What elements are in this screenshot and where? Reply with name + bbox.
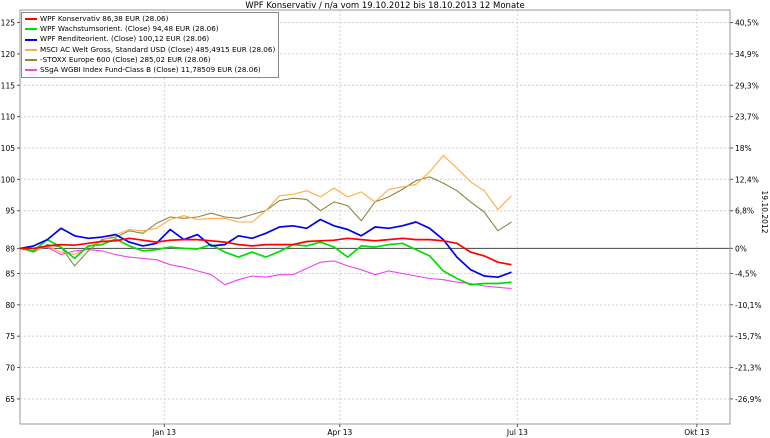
x-tick-label: Apr 13: [327, 428, 352, 437]
y-tick-label-right: 6,8%: [735, 207, 754, 216]
legend-swatch: [25, 69, 37, 72]
legend-label: WPF Konservativ 86,38 EUR (28.06): [40, 14, 169, 23]
legend-swatch: [25, 28, 37, 31]
y-tick-label-right: 18%: [735, 144, 752, 153]
series-layer: [19, 154, 512, 290]
y-tick-label-right: -4,5%: [735, 269, 757, 278]
y-tick-label-left: 115: [1, 81, 16, 90]
legend-label: SSgA WGBI Index Fund-Class B (Close) 11,…: [40, 65, 261, 75]
y-tick-label-left: 65: [5, 395, 15, 404]
y-tick-label-right: -26,9%: [735, 395, 762, 404]
chart-title: WPF Konservativ / n/a vom 19.10.2012 bis…: [245, 1, 525, 11]
y-tick-label-left: 110: [1, 113, 16, 122]
y-tick-label-right: 40,5%: [735, 19, 759, 28]
legend-swatch: [25, 58, 37, 61]
x-tick-label: Okt 13: [684, 428, 709, 437]
series-line-2: [19, 238, 512, 286]
y-tick-label-right: 23,7%: [735, 113, 759, 122]
y-tick-label-left: 125: [1, 19, 16, 28]
x-tick-label: Jul 13: [506, 428, 528, 437]
y-tick-label-left: 120: [1, 50, 16, 59]
legend-label: MSCI AC Welt Gross, Standard USD (Close)…: [40, 44, 276, 54]
legend-entry-1: WPF Konservativ 86,38 EUR (28.06): [25, 14, 275, 24]
y-tick-label-left: 70: [5, 364, 15, 373]
y-tick-label-left: 105: [1, 144, 16, 153]
y-tick-label-left: 75: [5, 332, 15, 341]
y-tick-label-left: 89: [5, 244, 15, 253]
legend-swatch: [25, 38, 37, 41]
y-tick-label-right: 0%: [735, 244, 747, 253]
y-tick-label-left: 95: [5, 207, 15, 216]
legend-label: WPF Wachstumsorient. (Close) 94,48 EUR (…: [40, 24, 219, 34]
legend-label: -STOXX Europe 600 (Close) 285,02 EUR (28…: [40, 54, 211, 64]
y-axis-right-label: 19.10.2012: [760, 191, 769, 234]
x-tick-label: Jan 13: [152, 428, 177, 437]
y-tick-label-right: -21,3%: [735, 364, 762, 373]
y-tick-label-left: 85: [5, 269, 15, 278]
legend-entry-6: SSgA WGBI Index Fund-Class B (Close) 11,…: [25, 65, 275, 75]
legend-swatch: [25, 48, 37, 51]
series-line-3: [19, 218, 512, 279]
legend-entry-5: -STOXX Europe 600 (Close) 285,02 EUR (28…: [25, 55, 275, 65]
y-tick-label-right: 34,9%: [735, 50, 759, 59]
y-tick-label-left: 100: [1, 175, 16, 184]
legend-entry-3: WPF Renditeorient. (Close) 100,12 EUR (2…: [25, 34, 275, 44]
legend-entry-2: WPF Wachstumsorient. (Close) 94,48 EUR (…: [25, 24, 275, 34]
y-tick-label-right: -10,1%: [735, 301, 762, 310]
legend-label: WPF Renditeorient. (Close) 100,12 EUR (2…: [40, 34, 210, 44]
series-line-1: [20, 237, 512, 266]
legend-swatch: [25, 18, 37, 21]
y-tick-label-right: 12,4%: [735, 175, 759, 184]
legend-entry-4: MSCI AC Welt Gross, Standard USD (Close)…: [25, 45, 275, 55]
y-tick-label-left: 80: [5, 301, 15, 310]
y-tick-label-right: -15,7%: [735, 332, 762, 341]
y-tick-label-right: 29,3%: [735, 81, 759, 90]
legend: WPF Konservativ 86,38 EUR (28.06) WPF Wac…: [21, 12, 280, 79]
series-line-6: [20, 246, 512, 290]
